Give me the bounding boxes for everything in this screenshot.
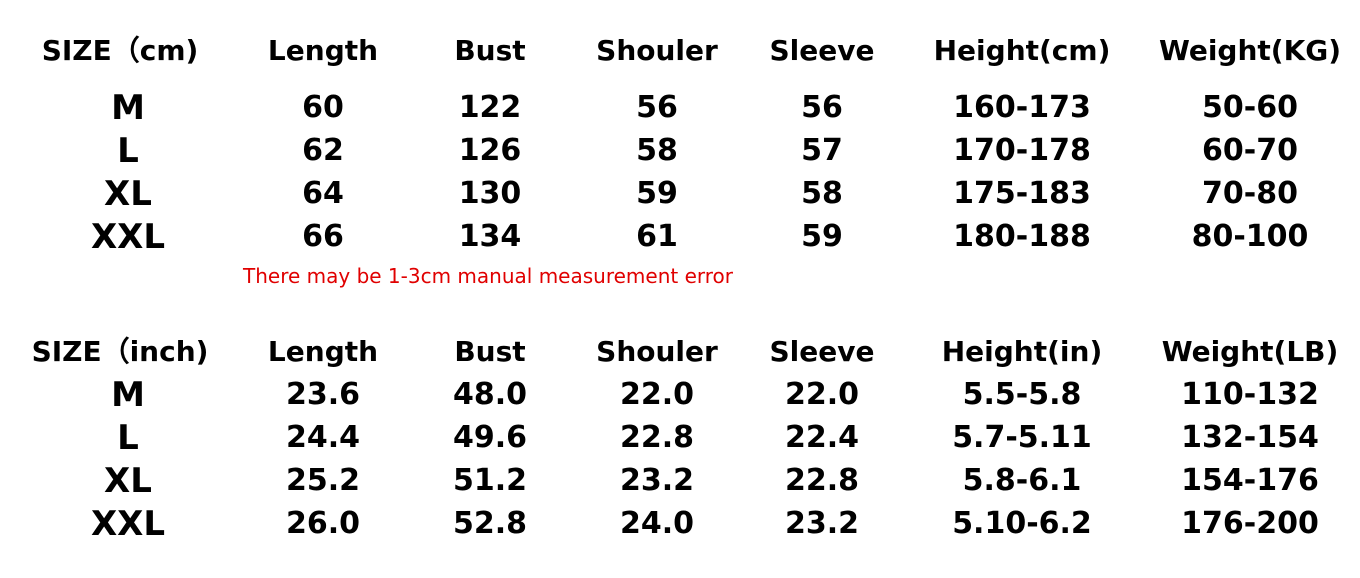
cell-bust: 49.6 <box>452 420 528 455</box>
cell-size: XL <box>104 461 152 501</box>
cell-size: XXL <box>90 504 166 544</box>
cell-bust: 51.2 <box>452 463 528 498</box>
header-sleeve: Sleeve <box>769 34 875 67</box>
header-height: Height(cm) <box>933 34 1111 67</box>
header-length: Length <box>267 34 379 67</box>
cell-sleeve: 22.0 <box>784 377 860 412</box>
cell-shoulder: 59 <box>636 176 678 211</box>
cell-height: 180-188 <box>953 219 1091 254</box>
cell-length: 26.0 <box>285 506 361 541</box>
header-bust: Bust <box>454 34 526 67</box>
cell-sleeve: 59 <box>801 219 843 254</box>
cell-length: 24.4 <box>285 420 361 455</box>
cell-sleeve: 56 <box>801 90 843 125</box>
cell-sleeve: 57 <box>801 133 843 168</box>
cell-weight: 110-132 <box>1181 377 1319 412</box>
cell-shoulder: 23.2 <box>619 463 695 498</box>
cell-weight: 80-100 <box>1191 219 1309 254</box>
cell-bust: 52.8 <box>452 506 528 541</box>
header-weight: Weight(KG) <box>1158 34 1342 67</box>
cell-height: 175-183 <box>953 176 1091 211</box>
cell-shoulder: 61 <box>636 219 678 254</box>
cell-shoulder: 22.8 <box>619 420 695 455</box>
cell-weight: 50-60 <box>1202 90 1298 125</box>
cell-height: 5.8-6.1 <box>962 463 1082 498</box>
header-bust: Bust <box>454 335 526 368</box>
cell-height: 5.7-5.11 <box>952 420 1092 455</box>
cell-length: 62 <box>302 133 344 168</box>
cell-sleeve: 22.4 <box>784 420 860 455</box>
cell-length: 23.6 <box>285 377 361 412</box>
header-size: SIZE（inch) <box>31 335 209 368</box>
cell-bust: 122 <box>458 90 522 125</box>
cell-weight: 154-176 <box>1181 463 1319 498</box>
cell-size: M <box>111 88 145 128</box>
cell-shoulder: 22.0 <box>619 377 695 412</box>
header-weight: Weight(LB) <box>1161 335 1339 368</box>
cell-bust: 48.0 <box>452 377 528 412</box>
cell-weight: 70-80 <box>1202 176 1298 211</box>
cell-height: 5.10-6.2 <box>952 506 1092 541</box>
cell-length: 66 <box>302 219 344 254</box>
cell-size: XXL <box>90 217 166 257</box>
measurement-error-note: There may be 1-3cm manual measurement er… <box>243 264 733 288</box>
header-sleeve: Sleeve <box>769 335 875 368</box>
cell-length: 25.2 <box>285 463 361 498</box>
cell-sleeve: 58 <box>801 176 843 211</box>
cell-size: L <box>117 418 139 458</box>
cell-length: 64 <box>302 176 344 211</box>
cell-shoulder: 56 <box>636 90 678 125</box>
cell-size: M <box>111 375 145 415</box>
cell-sleeve: 23.2 <box>784 506 860 541</box>
cell-shoulder: 24.0 <box>619 506 695 541</box>
cell-size: XL <box>104 174 152 214</box>
cell-weight: 60-70 <box>1202 133 1298 168</box>
cell-bust: 130 <box>458 176 522 211</box>
header-length: Length <box>267 335 379 368</box>
cell-height: 5.5-5.8 <box>962 377 1082 412</box>
cell-sleeve: 22.8 <box>784 463 860 498</box>
cell-height: 170-178 <box>953 133 1091 168</box>
cell-height: 160-173 <box>953 90 1091 125</box>
cell-shoulder: 58 <box>636 133 678 168</box>
cell-bust: 134 <box>458 219 522 254</box>
cell-weight: 176-200 <box>1181 506 1319 541</box>
header-height: Height(in) <box>941 335 1103 368</box>
header-shoulder: Shouler <box>596 34 718 67</box>
header-size: SIZE（cm) <box>41 34 199 67</box>
cell-weight: 132-154 <box>1181 420 1319 455</box>
header-shoulder: Shouler <box>596 335 718 368</box>
cell-size: L <box>117 131 139 171</box>
cell-length: 60 <box>302 90 344 125</box>
cell-bust: 126 <box>458 133 522 168</box>
